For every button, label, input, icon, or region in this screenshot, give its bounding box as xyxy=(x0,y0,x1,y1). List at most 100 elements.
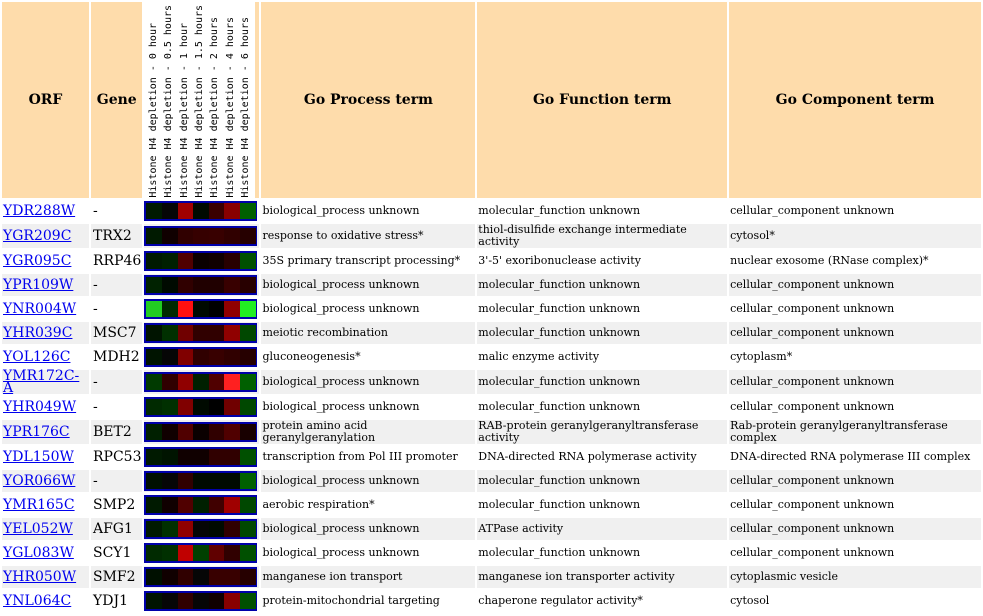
heatmap-square xyxy=(177,424,194,440)
expression-heatmap[interactable] xyxy=(144,519,258,539)
heatmap-square xyxy=(162,301,178,317)
heatmap-square xyxy=(239,545,256,561)
expression-heatmap[interactable] xyxy=(144,201,258,221)
heatmap-square xyxy=(162,473,178,489)
column-header-gene: Gene xyxy=(90,2,143,198)
orf-link[interactable]: YDL150W xyxy=(3,449,74,465)
function-term-cell: molecular_function unknown xyxy=(477,298,728,320)
orf-link[interactable]: YNR004W xyxy=(3,301,77,317)
heatmap-square xyxy=(146,424,163,440)
heatmap-square xyxy=(193,301,209,317)
expression-heatmap[interactable] xyxy=(144,275,258,295)
heatmap-square xyxy=(193,545,209,561)
expression-heatmap[interactable] xyxy=(144,591,258,611)
component-term-cell: cellular_component unknown xyxy=(729,470,981,492)
component-term-cell: cellular_component unknown xyxy=(729,298,981,320)
heatmap-square xyxy=(224,277,240,293)
orf-link[interactable]: YPR109W xyxy=(3,277,74,293)
heatmap-square xyxy=(162,374,178,390)
orf-cell: YHR050W xyxy=(2,566,89,588)
expression-heatmap[interactable] xyxy=(144,251,258,271)
heatmap-square xyxy=(177,203,194,219)
component-term-cell: cytosol xyxy=(729,590,981,612)
heatmap-square xyxy=(239,424,256,440)
orf-link[interactable]: YHR049W xyxy=(3,399,77,415)
expression-heatmap[interactable] xyxy=(144,372,258,392)
heatmap-square xyxy=(208,545,225,561)
process-term-cell: response to oxidative stress* xyxy=(261,224,476,248)
function-term-cell: 3'-5' exoribonuclease activity xyxy=(477,250,728,272)
heatmap-square xyxy=(224,374,240,390)
orf-link[interactable]: YGR095C xyxy=(3,253,72,269)
orf-link[interactable]: YGR209C xyxy=(3,228,72,244)
expression-heatmap[interactable] xyxy=(144,299,258,319)
heatmap-square xyxy=(208,497,225,513)
heatmap-square xyxy=(162,325,178,341)
heatmap-square xyxy=(177,521,194,537)
process-term-cell: biological_process unknown xyxy=(261,518,476,540)
orf-cell: YPR109W xyxy=(2,274,89,296)
heatmap-square xyxy=(224,253,240,269)
expression-heatmap[interactable] xyxy=(144,495,258,515)
orf-cell: YEL052W xyxy=(2,518,89,540)
expression-heatmap[interactable] xyxy=(144,543,258,563)
heatmap-square xyxy=(146,203,163,219)
table-row: YMR172C-A - biological_process unknown mole… xyxy=(2,368,981,396)
orf-link[interactable]: YEL052W xyxy=(3,521,73,537)
heatmap-square xyxy=(208,521,225,537)
function-term-cell: molecular_function unknown xyxy=(477,370,728,394)
expression-heatmap[interactable] xyxy=(144,226,258,246)
component-term-cell: cellular_component unknown xyxy=(729,274,981,296)
orf-link[interactable]: YDR288W xyxy=(3,203,76,219)
heatmap-square xyxy=(177,449,194,465)
expression-heatmap[interactable] xyxy=(144,471,258,491)
expression-heatmap[interactable] xyxy=(144,397,258,417)
expression-heatmap[interactable] xyxy=(144,323,258,343)
expression-heatmap[interactable] xyxy=(144,567,258,587)
heatmap-square xyxy=(146,473,163,489)
expression-heatmap-cell xyxy=(144,298,260,320)
component-term-cell: cytoplasmic vesicle xyxy=(729,566,981,588)
orf-cell: YGR095C xyxy=(2,250,89,272)
heatmap-square xyxy=(239,497,256,513)
heatmap-square xyxy=(239,203,256,219)
expression-heatmap[interactable] xyxy=(144,447,258,467)
heatmap-square xyxy=(193,521,209,537)
heatmap-square xyxy=(177,253,194,269)
gene-cell: MDH2 xyxy=(90,346,143,368)
process-term-cell: protein-mitochondrial targeting xyxy=(261,590,476,612)
expression-heatmap[interactable] xyxy=(144,347,258,367)
orf-cell: YGR209C xyxy=(2,224,89,248)
orf-link[interactable]: YHR050W xyxy=(3,569,77,585)
orf-link[interactable]: YMR165C xyxy=(3,497,75,513)
heatmap-square xyxy=(239,473,256,489)
expression-heatmap[interactable] xyxy=(144,422,258,442)
gene-cell: SMP2 xyxy=(90,494,143,516)
heatmap-square xyxy=(208,277,225,293)
heatmap-square xyxy=(224,399,240,415)
heatmap-square xyxy=(239,521,256,537)
heatmap-square xyxy=(177,545,194,561)
heatmap-square xyxy=(239,228,256,244)
orf-link[interactable]: YMR172C-A xyxy=(3,368,80,396)
orf-link[interactable]: YHR039C xyxy=(3,325,73,341)
process-term-cell: meiotic recombination xyxy=(261,322,476,344)
process-term-cell: 35S primary transcript processing* xyxy=(261,250,476,272)
condition-label: Histone H4 depletion - 1 hour xyxy=(178,23,190,198)
table-row: YOL126C MDH2 gluconeogenesis* malic enzyme … xyxy=(2,346,981,368)
table-row: YOR066W - biological_process unknown molecu… xyxy=(2,470,981,492)
heatmap-square xyxy=(193,497,209,513)
heatmap-square xyxy=(239,277,256,293)
process-term-cell: biological_process unknown xyxy=(261,298,476,320)
heatmap-square xyxy=(224,325,240,341)
heatmap-square xyxy=(162,349,178,365)
orf-link[interactable]: YPR176C xyxy=(3,424,70,440)
heatmap-square xyxy=(146,277,163,293)
orf-cell: YOL126C xyxy=(2,346,89,368)
orf-link[interactable]: YNL064C xyxy=(3,593,72,609)
heatmap-square xyxy=(224,228,240,244)
orf-link[interactable]: YGL083W xyxy=(3,545,74,561)
heatmap-square xyxy=(193,424,209,440)
orf-link[interactable]: YOR066W xyxy=(3,473,76,489)
orf-link[interactable]: YOL126C xyxy=(3,349,71,365)
